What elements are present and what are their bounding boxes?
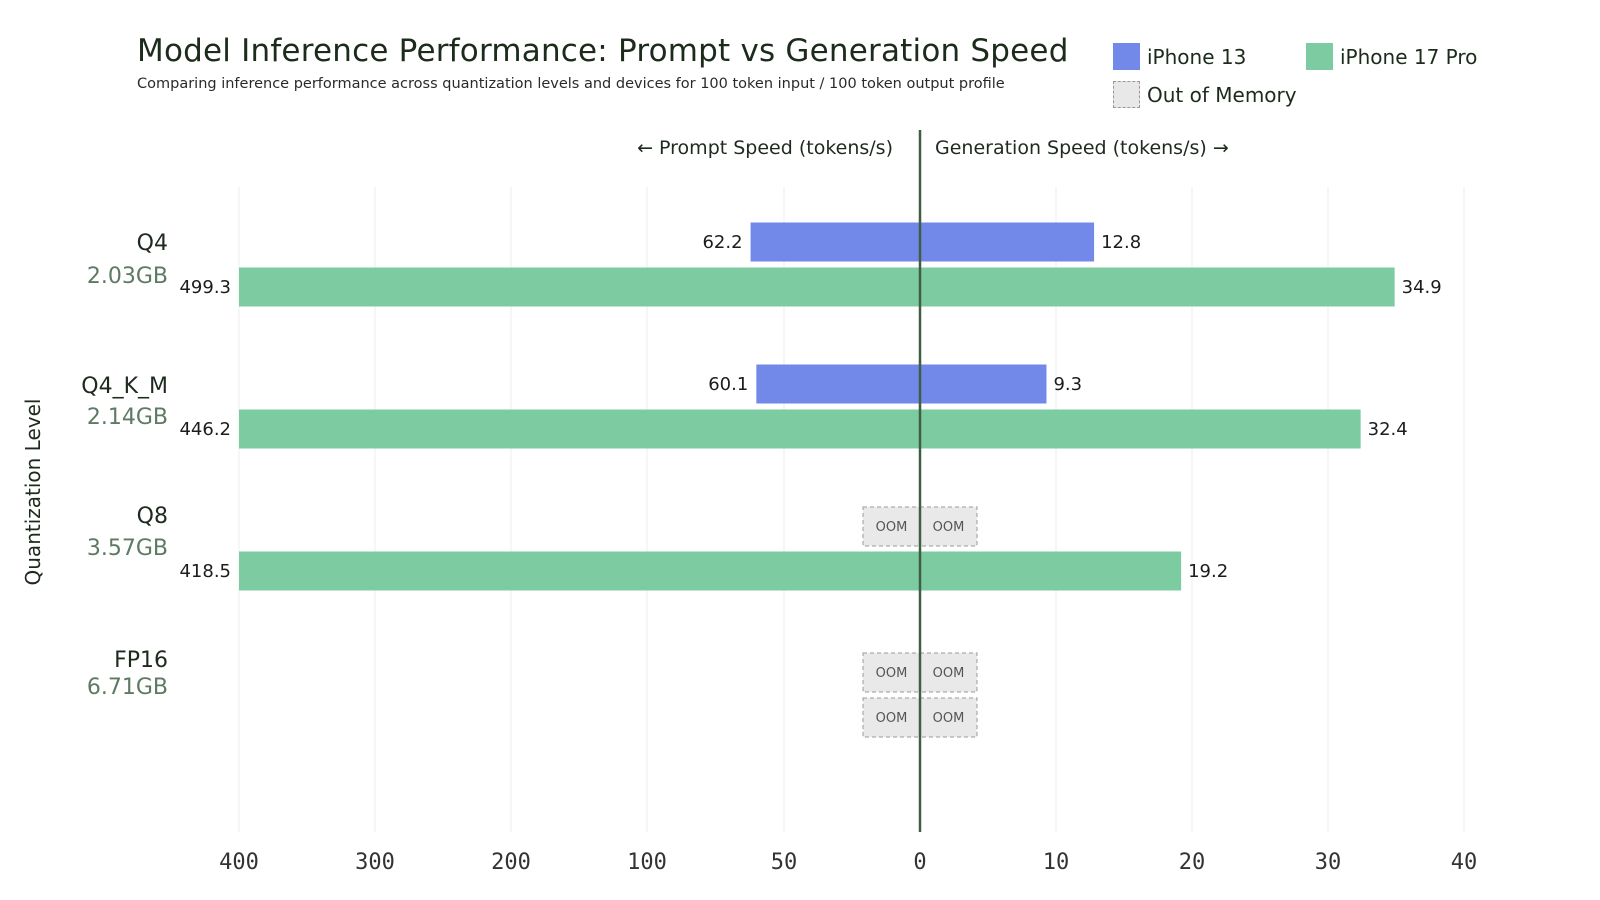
prompt-axis-label: ← Prompt Speed (tokens/s) — [637, 137, 893, 159]
bar-prompt — [750, 222, 920, 262]
category-name: Q8 — [136, 504, 168, 529]
oom-box-generation — [919, 652, 978, 693]
category-size: 6.71GB — [86, 675, 168, 700]
legend-item-iphone-17-pro: iPhone 17 Pro — [1306, 43, 1477, 70]
legend-swatch-oom — [1113, 81, 1140, 108]
oom-label: OOM — [933, 520, 965, 535]
generation-value-label: 32.4 — [1368, 419, 1408, 440]
generation-value-label: 12.8 — [1101, 232, 1141, 253]
bar-generation — [920, 409, 1361, 449]
category-name: Q4_K_M — [81, 374, 168, 399]
legend-label-iphone-13: iPhone 13 — [1147, 44, 1247, 69]
bar-prompt — [239, 409, 920, 449]
generation-value-label: 9.3 — [1053, 374, 1082, 395]
category-size: 3.57GB — [86, 536, 168, 561]
x-tick-label: 100 — [627, 850, 667, 875]
oom-label: OOM — [876, 520, 908, 535]
oom-box-prompt — [862, 652, 921, 693]
x-tick-label: 10 — [1043, 850, 1070, 875]
bar-generation — [920, 364, 1047, 404]
oom-label: OOM — [933, 711, 965, 726]
oom-box-prompt — [862, 506, 921, 547]
x-tick-label: 0 — [913, 850, 926, 875]
bar-prompt — [756, 364, 920, 404]
x-tick-label: 30 — [1315, 850, 1342, 875]
x-tick-label: 300 — [355, 850, 395, 875]
legend-swatch-iphone-13 — [1113, 43, 1140, 70]
bar-prompt — [239, 267, 920, 307]
bar-generation — [920, 222, 1095, 262]
generation-value-label: 34.9 — [1402, 277, 1442, 298]
oom-box-generation — [919, 506, 978, 547]
x-tick-label: 40 — [1451, 850, 1478, 875]
chart-title: Model Inference Performance: Prompt vs G… — [137, 33, 1069, 69]
x-tick-label: 50 — [771, 850, 798, 875]
legend-label-iphone-17-pro: iPhone 17 Pro — [1340, 44, 1478, 69]
oom-box-generation — [919, 697, 978, 738]
oom-box-prompt — [862, 697, 921, 738]
oom-label: OOM — [933, 666, 965, 681]
legend-item-oom: Out of Memory — [1113, 81, 1297, 108]
generation-axis-label: Generation Speed (tokens/s) → — [935, 137, 1229, 159]
x-tick-label: 20 — [1179, 850, 1206, 875]
bar-generation — [920, 551, 1182, 591]
category-name: Q4 — [136, 231, 168, 256]
legend-swatch-iphone-17-pro — [1306, 43, 1333, 70]
prompt-value-label: 418.5 — [179, 561, 231, 582]
x-tick-label: 200 — [491, 850, 531, 875]
x-tick-label: 400 — [219, 850, 259, 875]
legend-item-iphone-13: iPhone 13 — [1113, 43, 1246, 70]
generation-value-label: 19.2 — [1188, 561, 1228, 582]
prompt-value-label: 446.2 — [179, 419, 231, 440]
oom-label: OOM — [876, 666, 908, 681]
bar-generation — [920, 267, 1395, 307]
bar-prompt — [239, 551, 920, 591]
prompt-value-label: 62.2 — [702, 232, 742, 253]
category-size: 2.14GB — [86, 405, 168, 430]
prompt-value-label: 60.1 — [708, 374, 748, 395]
chart-subtitle: Comparing inference performance across q… — [137, 76, 1005, 92]
prompt-value-label: 499.3 — [179, 277, 231, 298]
legend-label-oom: Out of Memory — [1147, 82, 1297, 107]
category-name: FP16 — [114, 648, 168, 673]
oom-label: OOM — [876, 711, 908, 726]
category-size: 2.03GB — [86, 264, 168, 289]
